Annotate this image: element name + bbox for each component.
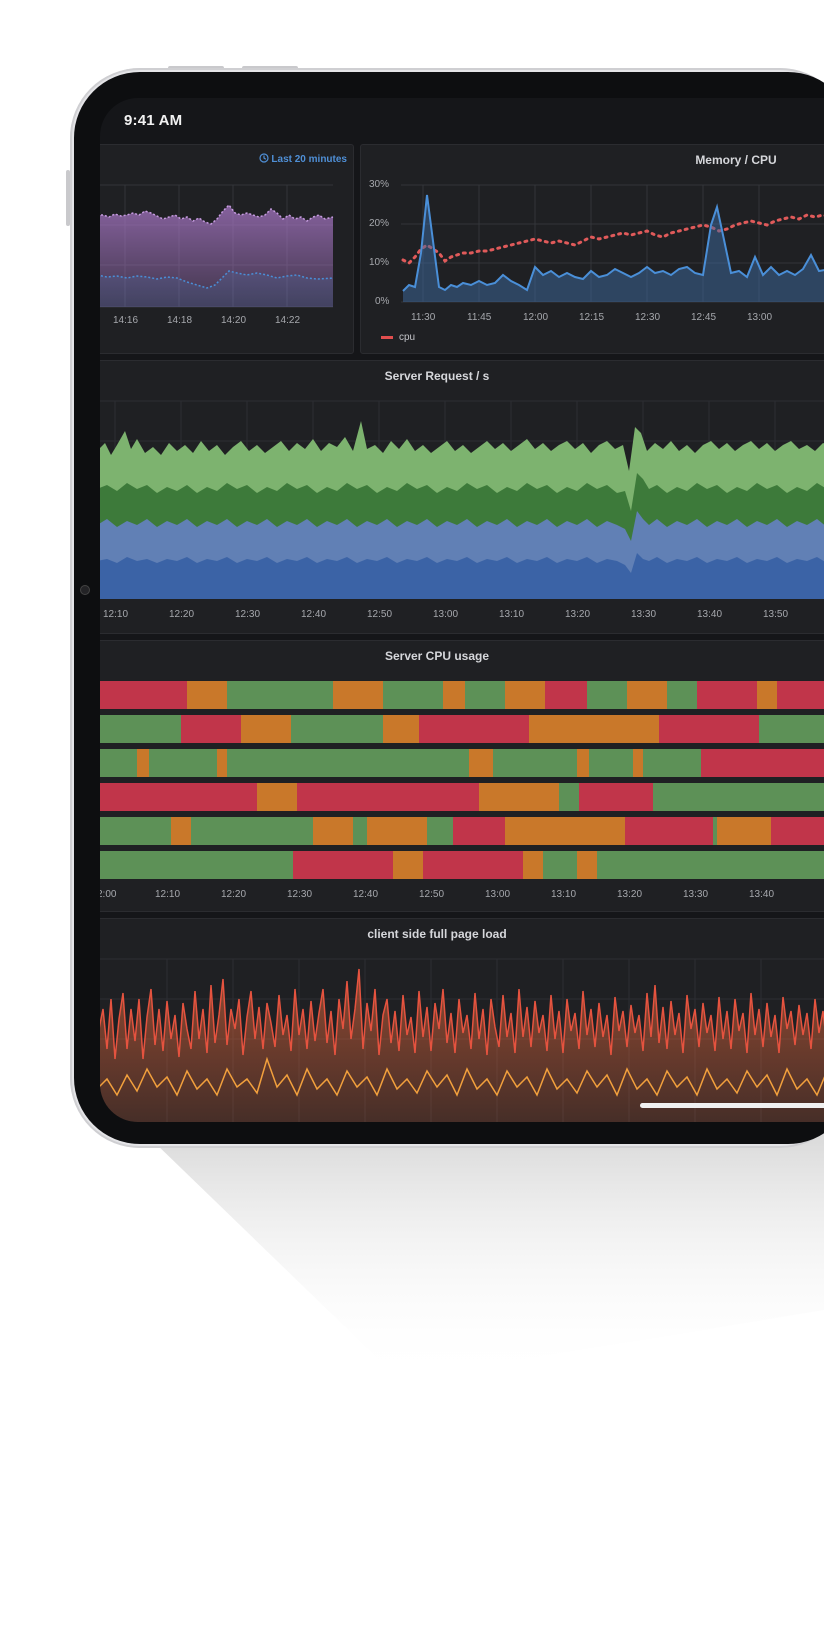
x-tick: 14:18 (167, 315, 193, 326)
memory-cpu-graph (401, 184, 824, 303)
legend-swatch (381, 335, 393, 339)
panel-page-load[interactable]: client side full page load (100, 918, 824, 1122)
purple-blue-graph (100, 184, 334, 308)
panel-title: client side full page load (367, 927, 507, 941)
x-tick: 13:30 (631, 609, 657, 620)
server-cpu-heatmap (100, 681, 824, 879)
y-tick: 0% (375, 296, 390, 307)
side-button (66, 170, 70, 226)
x-tick: 13:20 (617, 889, 643, 900)
panel-server-requests[interactable]: Server Request / s (100, 360, 824, 634)
x-tick: 13:30 (683, 889, 709, 900)
device-shadow (80, 1080, 824, 1410)
panel-server-cpu[interactable]: Server CPU usage (100, 640, 824, 912)
x-tick: 13:10 (499, 609, 525, 620)
x-tick: 12:40 (353, 889, 379, 900)
timepicker[interactable]: Last 20 minutes (259, 153, 347, 165)
x-tick: 14:22 (275, 315, 301, 326)
x-tick: 14:16 (113, 315, 139, 326)
legend-item-cpu[interactable]: cpu (381, 332, 415, 343)
heatmap-row (100, 783, 824, 811)
panel-top-left[interactable]: Last 20 minutes (100, 144, 354, 354)
x-tick: 12:20 (169, 609, 195, 620)
x-tick: 13:00 (747, 312, 773, 323)
heatmap-row (100, 817, 824, 845)
x-tick: 13:40 (749, 889, 775, 900)
timepicker-label: Last 20 minutes (271, 154, 347, 165)
x-tick: 12:00 (523, 312, 549, 323)
x-tick: 11:30 (411, 312, 436, 323)
server-requests-graph (100, 400, 824, 599)
panel-title: Server CPU usage (384, 649, 490, 663)
x-tick: 12:50 (419, 889, 445, 900)
x-tick: 2:00 (100, 889, 117, 900)
series-blue (100, 553, 824, 599)
home-indicator[interactable] (640, 1103, 824, 1108)
x-tick: 12:30 (287, 889, 313, 900)
page-load-graph (100, 958, 824, 1122)
heatmap-row (100, 681, 824, 709)
y-tick: 30% (369, 179, 390, 190)
x-tick: 13:00 (485, 889, 511, 900)
legend-label: cpu (399, 332, 416, 343)
front-camera (80, 585, 90, 595)
clock-icon (259, 153, 270, 163)
panel-title: Server Request / s (384, 369, 490, 383)
x-tick: 13:20 (565, 609, 591, 620)
x-tick: 11:45 (467, 312, 492, 323)
panel-memory-cpu[interactable]: Memory / CPU 30% 20% 10% 0% 11:30 (360, 144, 824, 354)
heatmap-row (100, 851, 824, 879)
x-tick: 12:30 (235, 609, 261, 620)
status-time: 9:41 AM (124, 112, 183, 129)
x-tick: 12:20 (221, 889, 247, 900)
x-tick: 13:40 (697, 609, 723, 620)
x-tick: 13:00 (433, 609, 459, 620)
tablet-screen: 9:41 AM Last 20 minutes (100, 98, 824, 1122)
y-tick: 20% (369, 218, 390, 229)
y-tick: 10% (369, 257, 390, 268)
panel-title: Memory / CPU (695, 153, 777, 167)
x-tick: 14:20 (221, 315, 247, 326)
x-tick: 12:30 (635, 312, 661, 323)
heatmap-row (100, 715, 824, 743)
x-tick: 12:10 (155, 889, 181, 900)
x-tick: 13:10 (551, 889, 577, 900)
x-tick: 12:15 (579, 312, 605, 323)
x-tick: 12:40 (301, 609, 327, 620)
x-tick: 12:10 (103, 609, 129, 620)
x-tick: 12:50 (367, 609, 393, 620)
x-tick: 12:45 (691, 312, 717, 323)
x-tick: 13:50 (763, 609, 789, 620)
heatmap-row (100, 749, 824, 777)
